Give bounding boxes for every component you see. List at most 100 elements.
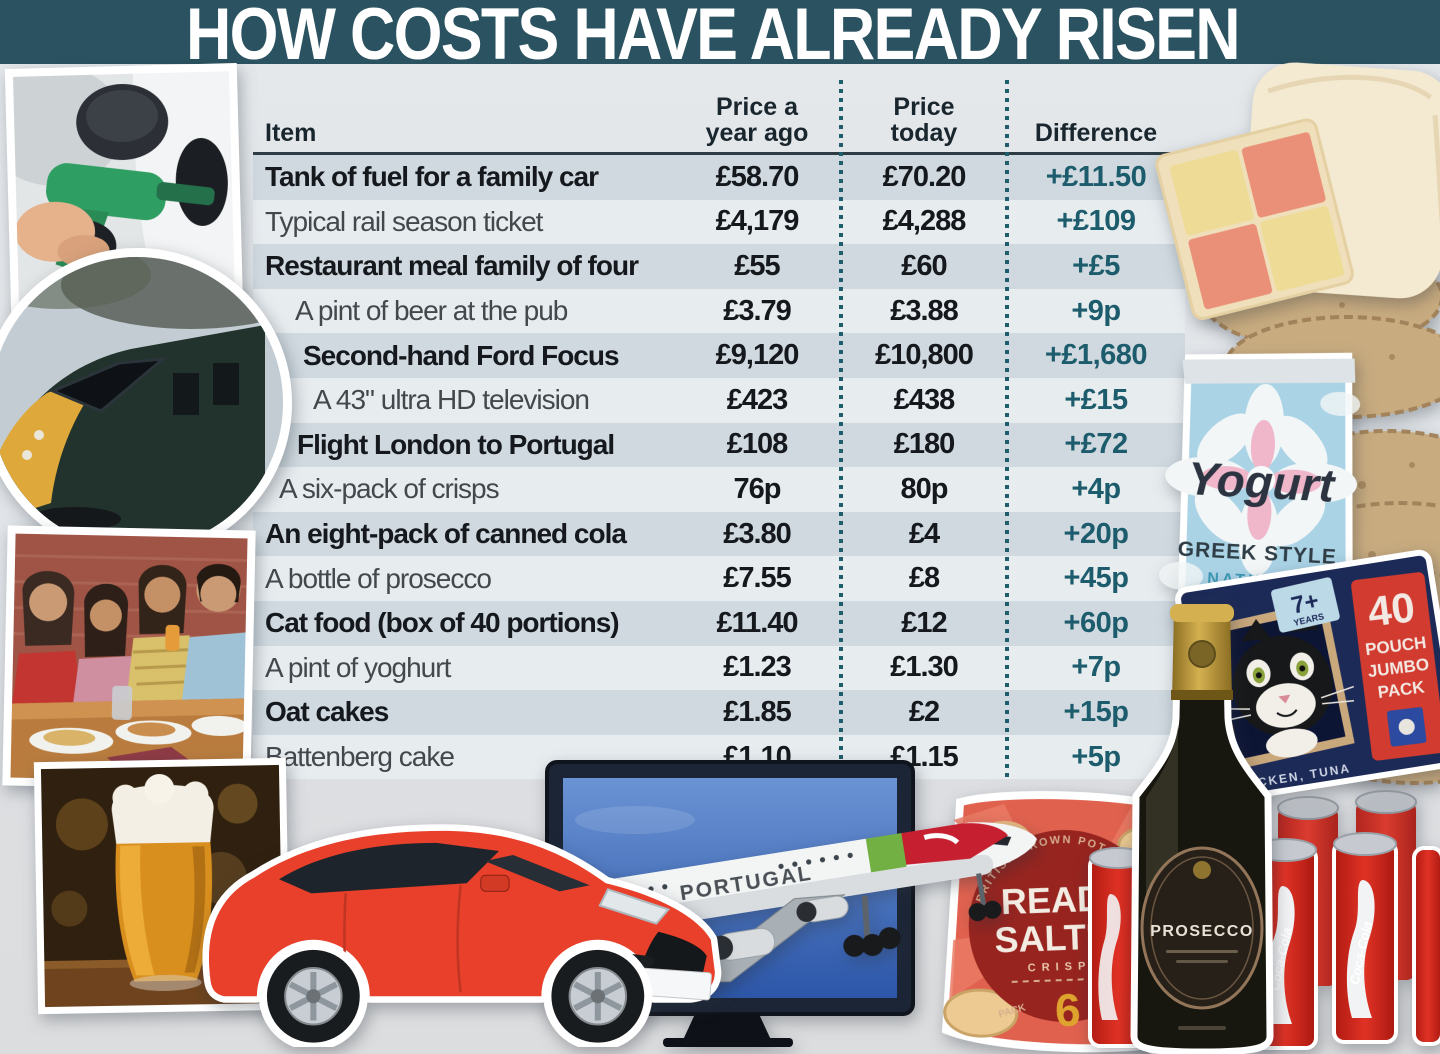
cell-price-year-ago: £55: [734, 249, 780, 282]
title-bar: HOW COSTS HAVE ALREADY RISEN: [0, 0, 1440, 75]
column-divider-1: [839, 80, 843, 782]
table-row: A pint of yoghurt £1.23 £1.30 +7p: [253, 645, 1185, 691]
car-rear-wheel: [258, 941, 368, 1051]
cell-price-year-ago: £58.70: [715, 160, 800, 193]
cell-difference: +£1,680: [1044, 339, 1148, 372]
cell-price-year-ago: £4,179: [715, 205, 800, 238]
page-title: HOW COSTS HAVE ALREADY RISEN: [186, 0, 1241, 75]
cell-item: Battenberg cake: [265, 741, 455, 773]
cell-item: Flight London to Portugal: [297, 428, 615, 460]
cell-price-today: £3.88: [890, 294, 959, 327]
cell-price-today: £438: [893, 383, 956, 416]
cat-food-box: 7+ YEARS 40 POUCH JUMBO PACK CHICKEN, TU…: [1168, 533, 1440, 823]
train-icon: [0, 257, 283, 531]
cell-price-year-ago: £11.40: [716, 606, 798, 639]
prosecco-label: PROSECCO: [1150, 923, 1254, 940]
cell-difference: +£15: [1064, 383, 1128, 416]
catfood-pack-count: 40: [1365, 583, 1417, 635]
cell-price-year-ago: £1.85: [723, 695, 792, 728]
cell-item: A pint of beer at the pub: [295, 295, 568, 327]
crisps-pack-count: 6: [1054, 984, 1081, 1037]
header-rule: [253, 152, 1185, 155]
price-table: Item Price a year ago Price today Differ…: [253, 78, 1185, 784]
cell-item: Second-hand Ford Focus: [303, 339, 620, 371]
table-row: Flight London to Portugal £108 £180 +£72: [253, 422, 1185, 468]
train-photo: [0, 248, 292, 558]
car-icon: [202, 824, 722, 1051]
fuel-nozzle-icon: [4, 65, 235, 309]
cell-price-today: £1.30: [890, 651, 959, 684]
cell-price-year-ago: 76p: [733, 472, 782, 505]
header-price-year-ago: Price a year ago: [705, 93, 809, 147]
cell-difference: +45p: [1063, 562, 1129, 595]
cell-price-today: £180: [893, 428, 956, 461]
cell-price-today: £2: [908, 695, 940, 728]
cell-difference: +£109: [1056, 205, 1136, 238]
table-row: Cat food (box of 40 portions) £11.40 £12…: [253, 600, 1185, 646]
table-row: Second-hand Ford Focus £9,120 £10,800 +£…: [253, 333, 1185, 378]
cell-price-year-ago: £9,120: [715, 339, 800, 372]
cola-cans-right: Coca-Cola Coca-Cola: [1252, 790, 1440, 1054]
cell-item: A bottle of prosecco: [265, 562, 492, 594]
table-row: A bottle of prosecco £7.55 £8 +45p: [253, 556, 1185, 601]
table-row: Oat cakes £1.85 £2 +15p: [253, 690, 1185, 735]
fuel-pump-photo: [4, 63, 244, 317]
table-row: An eight-pack of canned cola £3.80 £4 +2…: [253, 511, 1185, 557]
cat-food-icon: 7+ YEARS 40 POUCH JUMBO PACK CHICKEN, TU…: [1175, 549, 1440, 805]
cell-difference: +£5: [1072, 249, 1120, 282]
cell-price-today: £70.20: [882, 160, 967, 193]
cell-difference: +4p: [1071, 472, 1121, 505]
cell-item: A pint of yoghurt: [265, 651, 451, 683]
car-front-wheel: [543, 941, 653, 1051]
cell-price-year-ago: £1.23: [723, 651, 792, 684]
cell-price-today: £60: [901, 249, 947, 282]
cell-price-today: 80p: [900, 472, 949, 505]
family-meal-photo: [2, 525, 256, 791]
cell-difference: +9p: [1071, 294, 1121, 327]
cell-item: Tank of fuel for a family car: [265, 161, 599, 193]
family-icon: [10, 533, 248, 783]
cell-difference: +7p: [1071, 651, 1121, 684]
header-price-today: Price today: [890, 93, 958, 147]
cell-item: Typical rail season ticket: [265, 205, 543, 237]
battenberg-cake: [1147, 45, 1440, 355]
header-difference: Difference: [1034, 119, 1158, 147]
table-row: A 43" ultra HD television £423 £438 +£15: [253, 377, 1185, 423]
cell-difference: +£72: [1064, 428, 1128, 461]
cell-difference: +5p: [1071, 740, 1121, 773]
column-divider-2: [1005, 80, 1009, 782]
table-row: Tank of fuel for a family car £58.70 £70…: [253, 155, 1185, 200]
table-row: Typical rail season ticket £4,179 £4,288…: [253, 199, 1185, 245]
table-header: Item Price a year ago Price today Differ…: [253, 78, 1185, 152]
yogurt-name-label: Yogurt: [1187, 452, 1338, 512]
table-row: A six-pack of crisps 76p 80p +4p: [253, 467, 1185, 512]
cell-item: A six-pack of crisps: [279, 473, 500, 505]
cola-pack-icon: Coca-Cola Coca-Cola: [1252, 790, 1440, 1050]
cell-item: Oat cakes: [265, 696, 389, 728]
battenberg-icon: [1155, 62, 1440, 320]
cell-price-year-ago: £108: [726, 428, 789, 461]
cell-price-today: £8: [908, 562, 940, 595]
car: [158, 772, 733, 1051]
crisps-sub-label: CRISPS: [1028, 960, 1105, 975]
cell-price-year-ago: £7.55: [723, 562, 792, 595]
prosecco-icon: PROSECCO: [1130, 604, 1274, 1054]
table-row: A pint of beer at the pub £3.79 £3.88 +9…: [253, 288, 1185, 334]
cell-item: Cat food (box of 40 portions): [265, 607, 620, 639]
header-item: Item: [265, 119, 317, 147]
cell-difference: +20p: [1063, 517, 1129, 550]
cell-price-year-ago: £423: [726, 383, 789, 416]
cell-price-today: £4: [908, 517, 940, 550]
cell-difference: +60p: [1063, 606, 1129, 639]
cell-price-today: £10,800: [875, 339, 974, 372]
table-row: Battenberg cake £1.10 £1.15 +5p: [253, 734, 1185, 780]
cell-difference: +15p: [1063, 695, 1129, 728]
cell-item: Restaurant meal family of four: [265, 250, 639, 282]
cell-price-today: £12: [901, 606, 947, 639]
table-rows: Tank of fuel for a family car £58.70 £70…: [253, 155, 1185, 780]
cell-price-today: £4,288: [882, 205, 967, 238]
catfood-age-badge: 7+: [1289, 587, 1322, 619]
prosecco-bottle: PROSECCO: [1116, 598, 1288, 1054]
cell-item: An eight-pack of canned cola: [265, 518, 627, 550]
